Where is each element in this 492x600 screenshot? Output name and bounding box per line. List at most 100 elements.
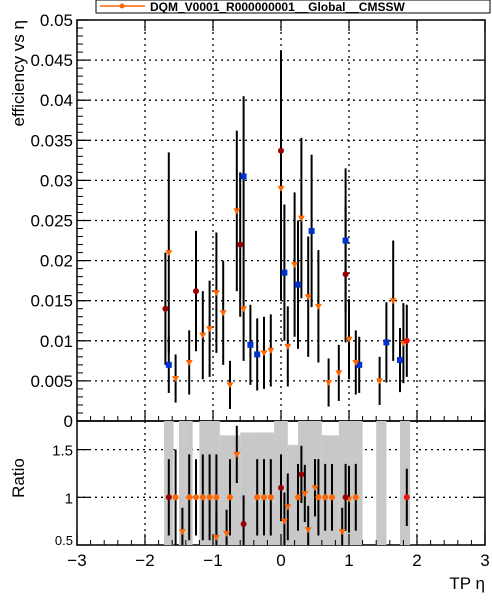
legend: DQM_V0001_R000000001__Global__CMSSW	[95, 0, 491, 14]
darkred-circle-marker	[240, 521, 247, 528]
ratio-band-bin	[376, 421, 387, 545]
darkred-circle-marker	[162, 305, 169, 312]
x-tick-label: −1	[203, 551, 222, 570]
orange-circle-marker	[322, 494, 329, 501]
darkred-circle-marker	[193, 288, 199, 295]
blue-square-marker	[247, 341, 254, 348]
ratio-band-bin	[179, 421, 186, 545]
ratio-band-bin	[400, 421, 411, 545]
x-axis-label: TP η	[449, 574, 485, 593]
orange-circle-marker	[352, 494, 359, 501]
orange-triangle-marker	[352, 359, 360, 366]
blue-square-marker	[254, 351, 261, 358]
blue-square-marker	[383, 339, 390, 346]
bottom-y-tick-label: 1	[65, 490, 73, 507]
darkred-circle-marker	[165, 494, 172, 501]
orange-triangle-marker	[206, 326, 214, 333]
orange-triangle-marker	[223, 531, 231, 538]
orange-triangle-marker	[345, 336, 353, 343]
orange-circle-marker	[261, 494, 267, 501]
x-tick-label: −3	[67, 551, 86, 570]
blue-square-marker	[165, 361, 172, 368]
bottom-axis-ticks: −3 −2 −1 0 1 2 3 0.5 1 1.5	[52, 443, 490, 570]
top-y-tick-label: 0.04	[40, 91, 73, 110]
orange-triangle-marker	[301, 490, 309, 497]
orange-triangle-marker	[172, 375, 180, 382]
orange-triangle-marker	[233, 451, 241, 458]
orange-circle-marker	[329, 494, 335, 501]
top-y-tick-label: 0.015	[30, 292, 73, 311]
ratio-band-bin	[240, 432, 254, 545]
blue-square-marker	[295, 281, 301, 288]
orange-triangle-marker	[325, 380, 333, 387]
top-y-tick-label: 0.045	[30, 51, 73, 70]
top-y-tick-label: 0.03	[40, 171, 73, 190]
bottom-data-points	[165, 425, 410, 545]
blue-square-marker	[356, 361, 363, 368]
x-tick-label: 1	[344, 551, 353, 570]
legend-entry: DQM_V0001_R000000001__Global__CMSSW	[150, 0, 405, 14]
orange-circle-marker	[172, 494, 179, 501]
orange-triangle-marker	[284, 343, 292, 350]
blue-square-marker	[342, 237, 349, 244]
blue-square-marker	[308, 227, 315, 234]
darkred-circle-marker	[278, 147, 284, 154]
bottom-y-axis-label: Ratio	[9, 458, 28, 498]
x-tick-label: −2	[135, 551, 154, 570]
bottom-y-tick-label: 0.5	[55, 533, 73, 548]
orange-triangle-marker	[376, 378, 384, 385]
darkred-circle-marker	[342, 494, 349, 501]
top-data-points	[162, 50, 410, 409]
orange-triangle-marker	[260, 350, 268, 357]
orange-triangle-marker	[199, 332, 207, 339]
x-tick-label: 3	[480, 551, 489, 570]
orange-triangle-marker	[311, 485, 319, 492]
blue-square-marker	[240, 173, 247, 180]
top-y-tick-label: 0.01	[40, 332, 73, 351]
top-axis-ticks: 0 0.005 0.01 0.015 0.02 0.025 0.03 0.035 0.04 0.0…	[30, 11, 486, 431]
orange-circle-marker	[193, 494, 199, 501]
orange-circle-marker	[186, 494, 193, 501]
blue-square-marker	[397, 357, 403, 364]
orange-triangle-marker	[280, 518, 288, 525]
top-y-axis-label: efficiency vs η	[9, 20, 28, 126]
orange-circle-marker	[227, 494, 233, 501]
orange-triangle-marker	[219, 310, 227, 317]
top-y-tick-label: 0	[64, 412, 73, 431]
ratio-band-bin	[287, 444, 298, 545]
orange-triangle-marker	[212, 290, 220, 297]
orange-triangle-marker	[304, 294, 312, 301]
darkred-circle-marker	[342, 271, 349, 278]
bottom-y-tick-label: 1.5	[52, 443, 73, 460]
legend-marker	[119, 3, 125, 9]
orange-triangle-marker	[212, 534, 220, 541]
orange-circle-marker	[295, 494, 301, 501]
darkred-circle-marker	[278, 484, 284, 491]
orange-triangle-marker	[226, 382, 234, 389]
x-tick-label: 0	[276, 551, 285, 570]
top-y-tick-label: 0.005	[30, 372, 73, 391]
orange-circle-marker	[315, 494, 322, 501]
ratio-band-bin	[199, 421, 213, 545]
orange-triangle-marker	[335, 370, 343, 377]
orange-triangle-marker	[304, 527, 312, 534]
orange-triangle-marker	[178, 529, 186, 536]
orange-triangle-marker	[297, 215, 305, 222]
darkred-circle-marker	[237, 241, 244, 248]
orange-triangle-marker	[389, 298, 397, 305]
orange-triangle-marker	[233, 208, 241, 215]
red-circle-marker	[403, 494, 410, 501]
orange-triangle-marker	[267, 347, 275, 354]
orange-circle-marker	[199, 494, 206, 501]
top-y-tick-label: 0.02	[40, 252, 73, 271]
orange-circle-marker	[267, 494, 274, 501]
darkred-circle-marker	[298, 471, 305, 478]
orange-triangle-marker	[291, 262, 299, 269]
top-y-tick-label: 0.035	[30, 131, 73, 150]
x-tick-label: 2	[412, 551, 421, 570]
red-circle-marker	[403, 337, 410, 344]
orange-circle-marker	[254, 494, 261, 501]
orange-triangle-marker	[284, 504, 292, 511]
orange-triangle-marker	[338, 529, 346, 536]
